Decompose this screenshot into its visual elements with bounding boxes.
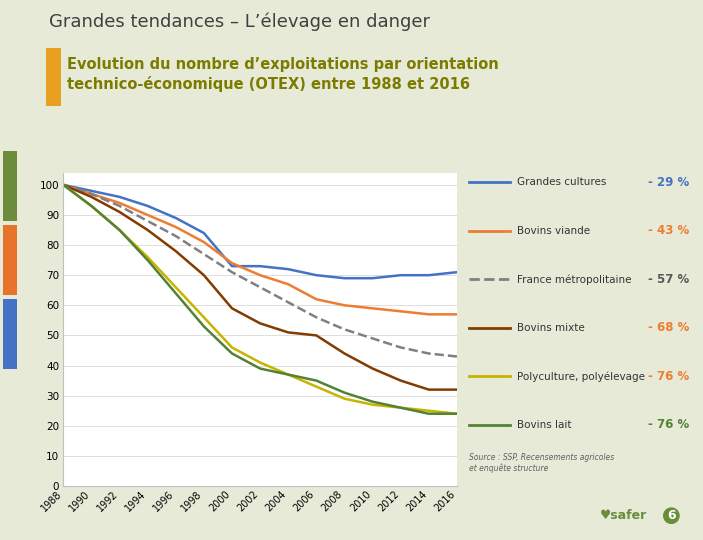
Text: - 43 %: - 43 % [647,224,689,237]
Text: France métropolitaine: France métropolitaine [517,274,632,285]
Text: Grandes tendances – L’élevage en danger: Grandes tendances – L’élevage en danger [49,12,430,31]
FancyBboxPatch shape [3,299,17,369]
Text: Grandes cultures: Grandes cultures [517,177,607,187]
Text: Bovins mixte: Bovins mixte [517,323,585,333]
FancyBboxPatch shape [3,225,17,295]
Text: - 76 %: - 76 % [647,418,689,431]
FancyBboxPatch shape [3,151,17,221]
Text: Polyculture, polyélevage: Polyculture, polyélevage [517,371,645,382]
Text: - 29 %: - 29 % [647,176,689,188]
Text: - 76 %: - 76 % [647,370,689,383]
Text: Bovins viande: Bovins viande [517,226,591,236]
Text: - 57 %: - 57 % [647,273,689,286]
Text: ♥safer: ♥safer [600,509,647,522]
Text: Bovins lait: Bovins lait [517,420,572,430]
Text: Source : SSP, Recensements agricoles
et enquête structure: Source : SSP, Recensements agricoles et … [469,454,614,474]
Text: Evolution du nombre d’exploitations par orientation
technico-économique (OTEX) e: Evolution du nombre d’exploitations par … [67,57,498,92]
FancyBboxPatch shape [46,49,61,106]
Text: - 68 %: - 68 % [647,321,689,334]
Text: 6: 6 [667,509,676,522]
